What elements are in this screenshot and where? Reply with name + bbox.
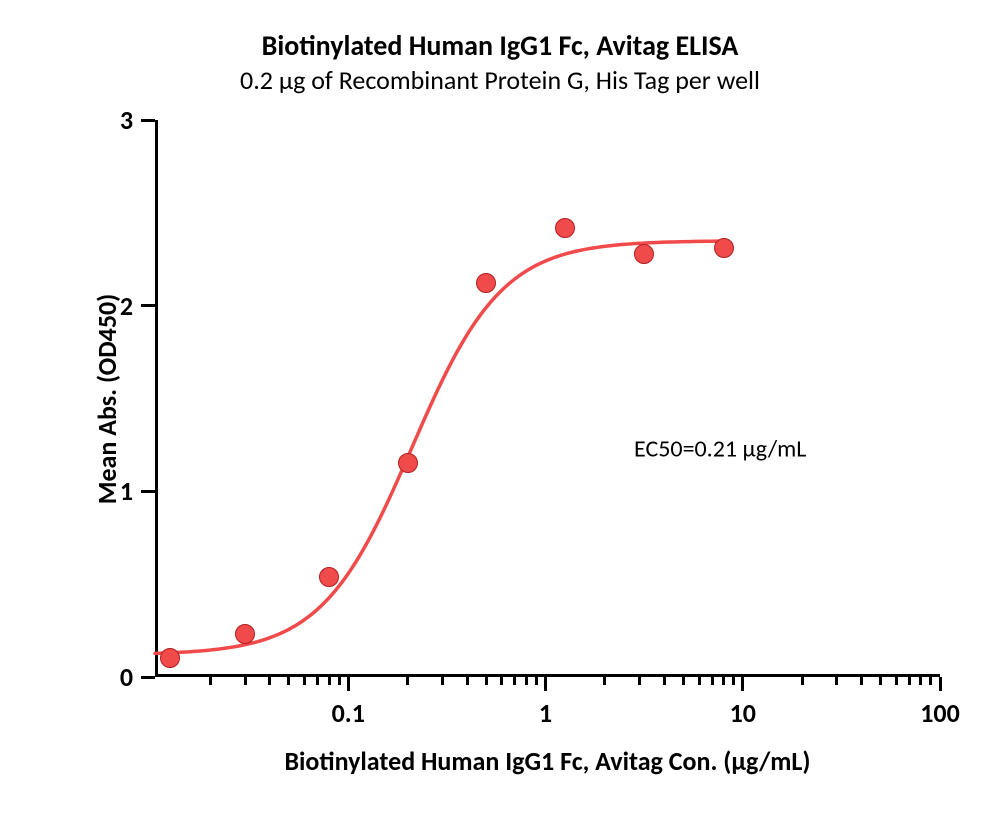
x-tick-minor [835,677,838,685]
x-tick-minor [732,677,735,685]
chart-container: Biotinylated Human IgG1 Fc, Avitag ELISA… [0,0,1000,839]
x-tick-minor [535,677,538,685]
x-tick-minor [879,677,882,685]
fit-curve [155,120,940,677]
data-point [714,238,734,258]
x-tick-minor [441,677,444,685]
data-point [319,567,339,587]
y-tick [141,490,155,493]
y-axis-label: Mean Abs. (OD450) [91,293,123,504]
x-tick-minor [663,677,666,685]
x-tick-major [544,677,547,691]
x-tick-label: 1 [539,697,552,729]
x-tick-minor [860,677,863,685]
y-tick [141,304,155,307]
x-tick-minor [895,677,898,685]
x-tick-minor [209,677,212,685]
data-point [634,244,654,264]
x-tick-minor [638,677,641,685]
x-axis-label: Biotinylated Human IgG1 Fc, Avitag Con. … [155,745,940,777]
x-tick-minor [316,677,319,685]
x-tick-minor [485,677,488,685]
x-tick-major [741,677,744,691]
x-tick-minor [919,677,922,685]
chart-title-main: Biotinylated Human IgG1 Fc, Avitag ELISA [0,28,1000,63]
x-tick-minor [908,677,911,685]
x-tick-minor [287,677,290,685]
x-tick-minor [406,677,409,685]
x-tick-label: 10 [730,697,756,729]
y-tick-label: 0 [120,661,133,693]
x-tick-minor [711,677,714,685]
data-point [235,624,255,644]
x-tick-minor [682,677,685,685]
x-tick-major [939,677,942,691]
x-tick-minor [801,677,804,685]
data-point [160,648,180,668]
x-tick-minor [929,677,932,685]
x-tick-minor [338,677,341,685]
data-point [476,273,496,293]
x-tick-minor [722,677,725,685]
data-point [555,218,575,238]
x-tick-minor [513,677,516,685]
x-tick-minor [268,677,271,685]
y-tick [141,119,155,122]
x-tick-minor [244,677,247,685]
x-tick-minor [500,677,503,685]
chart-title-sub: 0.2 μg of Recombinant Protein G, His Tag… [0,64,1000,96]
x-tick-minor [466,677,469,685]
x-tick-label: 100 [920,697,960,729]
x-tick-major [347,677,350,691]
data-point [398,453,418,473]
ec50-annotation: EC50=0.21 μg/mL [634,434,806,463]
x-tick-minor [698,677,701,685]
x-tick-minor [303,677,306,685]
x-tick-minor [525,677,528,685]
plot-area: 0.1110100 0123 EC50=0.21 μg/mL [155,120,940,677]
y-tick-label: 3 [120,104,133,136]
y-tick [141,676,155,679]
x-tick-minor [603,677,606,685]
x-tick-minor [328,677,331,685]
x-tick-label: 0.1 [332,697,365,729]
